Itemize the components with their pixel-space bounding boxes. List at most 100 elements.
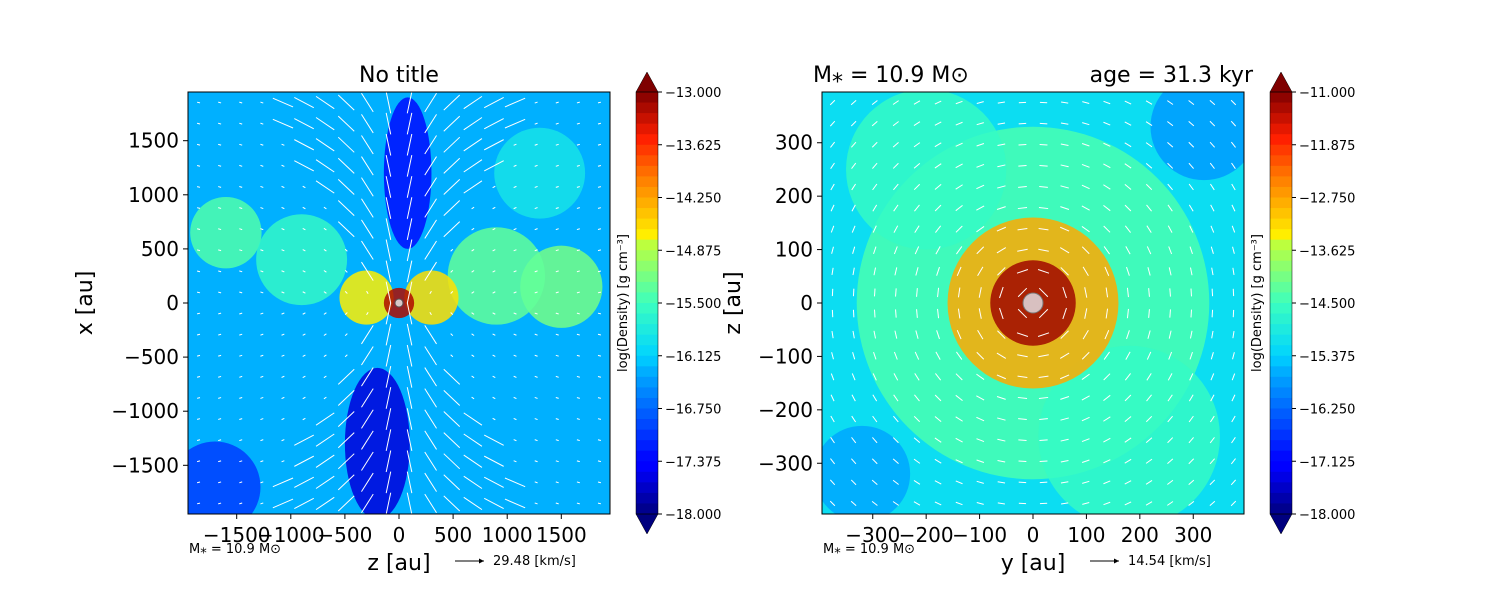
velocity-vector — [534, 291, 538, 294]
velocity-vector — [281, 185, 285, 189]
velocity-vector — [1124, 121, 1132, 126]
velocity-vector — [385, 176, 392, 198]
velocity-vector — [576, 397, 580, 399]
velocity-vector — [1017, 287, 1028, 298]
velocity-vector — [893, 246, 898, 255]
velocity-vector — [424, 135, 437, 155]
velocity-vector — [872, 183, 878, 191]
velocity-vector — [424, 240, 437, 260]
velocity-vector — [1126, 330, 1130, 340]
velocity-vector — [534, 333, 538, 336]
velocity-vector — [483, 139, 504, 151]
velocity-vector — [196, 249, 201, 252]
velocity-vector — [294, 160, 315, 172]
velocity-vector — [260, 164, 264, 167]
right-density-map — [822, 92, 1244, 514]
x-tick-label: 1000 — [482, 523, 533, 547]
velocity-vector — [555, 143, 559, 146]
velocity-vector — [218, 481, 222, 484]
velocity-vector — [913, 163, 921, 169]
velocity-vector — [1124, 163, 1132, 169]
velocity-vector — [463, 412, 483, 426]
colorbar-segment — [636, 186, 658, 198]
velocity-vector — [1146, 351, 1152, 360]
velocity-vector — [302, 312, 306, 315]
velocity-vector — [1038, 248, 1049, 252]
colorbar-extend-min — [1269, 513, 1293, 535]
velocity-vector — [492, 417, 496, 421]
velocity-vector — [294, 497, 315, 510]
velocity-vector — [196, 207, 201, 209]
velocity-vector — [1209, 500, 1216, 507]
velocity-vector — [1061, 502, 1069, 505]
colorbar-segment — [1270, 440, 1292, 452]
velocity-vector — [955, 225, 963, 233]
left-star-marker — [394, 298, 404, 308]
velocity-vector — [1210, 415, 1215, 423]
velocity-vector — [829, 99, 836, 106]
velocity-vector — [513, 164, 517, 167]
velocity-vector — [997, 417, 1006, 421]
velocity-vector — [1145, 100, 1153, 105]
velocity-vector — [555, 333, 559, 336]
velocity-vector — [934, 142, 942, 148]
velocity-vector — [576, 143, 580, 146]
velocity-vector — [597, 397, 602, 399]
x-tick-label: −300 — [845, 523, 900, 547]
velocity-vector — [576, 122, 580, 125]
velocity-vector — [513, 312, 517, 315]
velocity-vector — [597, 418, 602, 420]
velocity-vector — [597, 376, 602, 378]
colorbar-segment — [1270, 92, 1292, 104]
velocity-vector — [1082, 329, 1089, 340]
velocity-vector — [1209, 162, 1215, 169]
velocity-vector — [1038, 207, 1049, 210]
velocity-vector — [831, 352, 834, 360]
velocity-vector — [597, 481, 602, 484]
velocity-vector — [555, 207, 559, 209]
velocity-vector — [534, 312, 538, 315]
velocity-vector — [1190, 309, 1193, 318]
colorbar-segment — [1270, 334, 1292, 346]
velocity-vector — [361, 177, 374, 197]
velocity-vector — [850, 120, 857, 127]
velocity-vector — [850, 500, 857, 507]
velocity-vector — [1016, 332, 1029, 337]
colorbar-tick-label: −11.000 — [1299, 86, 1355, 101]
velocity-vector — [955, 480, 963, 485]
velocity-vector — [955, 100, 963, 105]
colorbar-segment — [1270, 134, 1292, 146]
velocity-vector — [492, 270, 496, 273]
velocity-vector — [294, 434, 315, 446]
y-tick-label: −300 — [758, 451, 813, 475]
velocity-vector — [1017, 354, 1028, 358]
velocity-vector — [1188, 458, 1195, 465]
velocity-vector — [239, 418, 243, 420]
velocity-vector — [294, 476, 315, 488]
colorbar-segment — [636, 218, 658, 230]
velocity-vector — [294, 455, 315, 467]
velocity-vector — [337, 200, 355, 216]
colorbar-segment — [1270, 155, 1292, 167]
velocity-vector — [829, 479, 836, 486]
velocity-vector — [893, 204, 899, 212]
velocity-vector — [976, 184, 985, 190]
velocity-vector — [406, 387, 413, 409]
velocity-vector — [239, 291, 243, 294]
velocity-vector — [385, 492, 392, 514]
velocity-vector — [997, 330, 1006, 339]
velocity-vector — [260, 228, 264, 231]
velocity-vector — [1038, 396, 1049, 399]
velocity-vector — [534, 354, 538, 357]
velocity-vector — [934, 204, 942, 212]
velocity-vector — [443, 411, 461, 427]
velocity-vector — [406, 176, 413, 198]
velocity-vector — [218, 460, 222, 463]
velocity-vector — [851, 437, 857, 444]
velocity-vector — [315, 159, 335, 173]
colorbar-segment — [636, 366, 658, 378]
velocity-vector — [1103, 373, 1111, 381]
velocity-vector — [1059, 352, 1070, 359]
velocity-vector — [406, 92, 413, 114]
velocity-vector — [1167, 183, 1173, 191]
